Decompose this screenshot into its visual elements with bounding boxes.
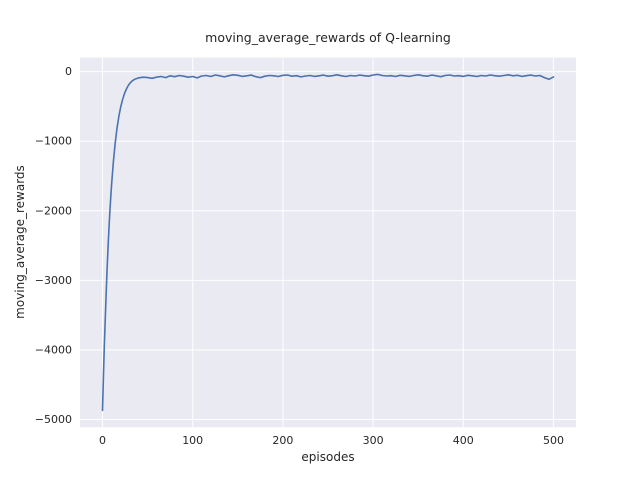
line-series bbox=[101, 73, 555, 412]
x-tick-label: 300 bbox=[363, 434, 384, 447]
y-axis-label: moving_average_rewards bbox=[13, 165, 27, 319]
x-tick-label: 200 bbox=[272, 434, 293, 447]
y-tick-label: 0 bbox=[65, 65, 72, 78]
y-tick-label: −4000 bbox=[35, 343, 72, 356]
x-tick-label: 400 bbox=[453, 434, 474, 447]
chart-title: moving_average_rewards of Q-learning bbox=[205, 30, 451, 45]
y-tick-label: −1000 bbox=[35, 135, 72, 148]
x-tick-label: 100 bbox=[182, 434, 203, 447]
x-axis-label: episodes bbox=[301, 450, 355, 464]
plot-background bbox=[80, 57, 576, 428]
y-tick-label: −3000 bbox=[35, 274, 72, 287]
x-tick-label: 500 bbox=[543, 434, 564, 447]
y-tick-label: −5000 bbox=[35, 413, 72, 426]
y-tick-label: −2000 bbox=[35, 204, 72, 217]
x-tick-label: 0 bbox=[99, 434, 106, 447]
